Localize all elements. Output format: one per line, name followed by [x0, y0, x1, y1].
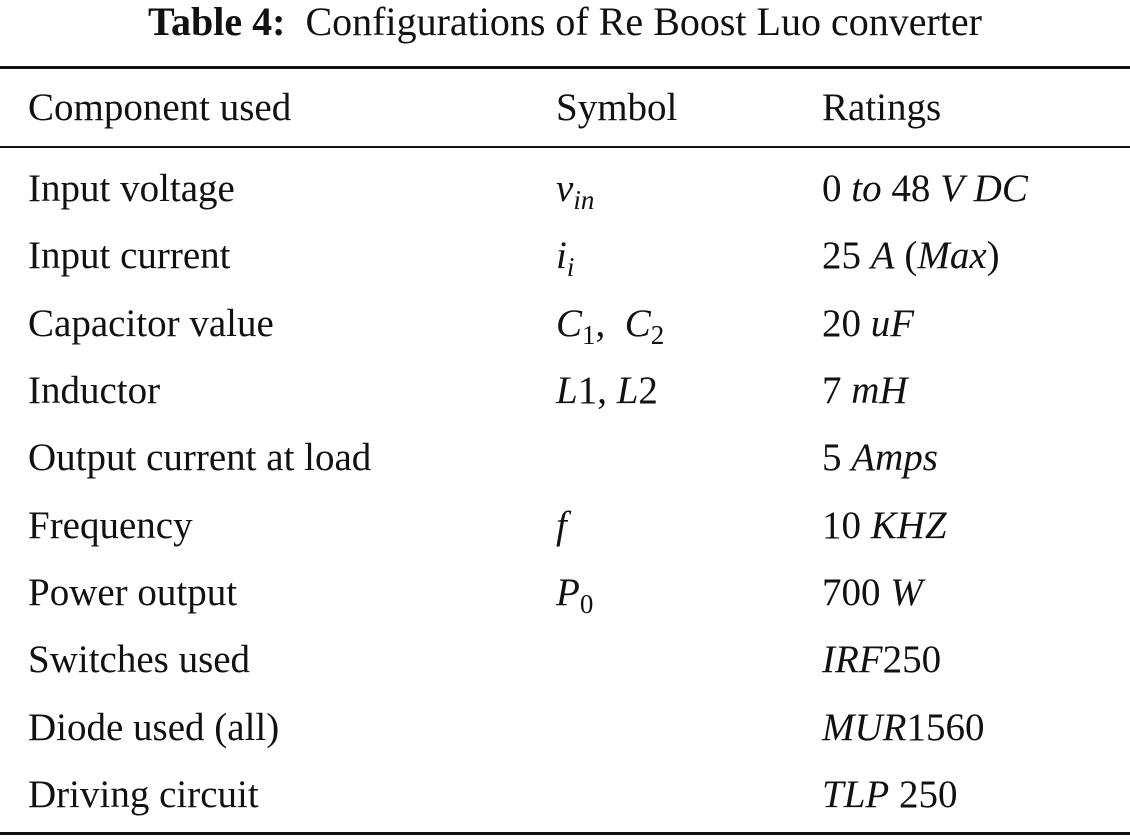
rating-paren: )	[986, 234, 1000, 277]
table-header-row: Component used Symbol Ratings	[0, 88, 1130, 152]
rating-part: TLP	[822, 773, 890, 816]
header-symbol: Symbol	[556, 86, 678, 129]
symbol-base: L	[556, 369, 578, 412]
rating-part: IRF	[822, 638, 883, 681]
component-cell: Input current	[28, 234, 231, 277]
rating-unit: uF	[870, 302, 915, 345]
rating-number: 250	[898, 773, 958, 816]
symbol-cell: vin	[556, 167, 594, 214]
symbol-base: v	[556, 167, 574, 210]
rating-number: 250	[882, 638, 942, 681]
table-row: Diode used (all) MUR1560	[0, 708, 1130, 772]
table-row: Driving circuit TLP 250	[0, 775, 1130, 839]
rating-unit: A	[870, 234, 895, 277]
rating-number: 48	[891, 167, 931, 210]
rating-number: 0	[822, 167, 842, 210]
table-caption-label: Table 4:	[148, 0, 286, 44]
table-row: Frequency f 10 KHZ	[0, 506, 1130, 570]
rating-number: 25	[822, 234, 861, 277]
symbol-base: i	[556, 234, 567, 277]
symbol-base: C	[624, 302, 651, 345]
table-row: Input voltage vin 0 to 48 V DC	[0, 169, 1130, 233]
header-rule	[0, 146, 1130, 148]
rating-unit: Amps	[851, 436, 938, 479]
symbol-base: P	[556, 571, 580, 614]
rating-cell: TLP 250	[822, 775, 957, 814]
symbol-subscript: in	[573, 185, 595, 215]
component-cell: Output current at load	[28, 436, 372, 479]
component-cell: Driving circuit	[28, 773, 259, 816]
symbol-cell: C1, C2	[556, 302, 664, 349]
table-row: Capacitor value C1, C2 20 uF	[0, 304, 1130, 368]
rating-cell: 0 to 48 V DC	[822, 169, 1028, 208]
symbol-subscript: 2	[650, 320, 665, 350]
table-row: Output current at load 5 Amps	[0, 438, 1130, 502]
component-cell: Inductor	[28, 369, 161, 412]
rating-number: 1560	[906, 706, 985, 749]
symbol-subscript: 0	[579, 589, 594, 619]
symbol-cell: f	[556, 506, 567, 545]
rating-cell: 700 W	[822, 573, 923, 612]
rating-cell: 20 uF	[822, 304, 914, 343]
rating-unit: W	[890, 571, 923, 614]
symbol-base: L	[616, 369, 639, 412]
symbol-base: f	[556, 504, 567, 547]
symbol-separator: ,	[595, 302, 606, 345]
symbol-subscript: i	[566, 252, 575, 282]
rating-number: 5	[822, 436, 842, 479]
rating-cell: IRF250	[822, 640, 941, 679]
header-component: Component used	[28, 86, 292, 129]
rating-cell: 10 KHZ	[822, 506, 947, 545]
symbol-cell: L1, L2	[556, 371, 658, 410]
symbol-subscript: 1	[582, 320, 596, 350]
rating-unit: mH	[851, 369, 908, 412]
rating-cell: 25 A (Max)	[822, 236, 1000, 275]
symbol-cell: ii	[556, 234, 574, 281]
component-cell: Power output	[28, 571, 238, 614]
component-cell: Capacitor value	[28, 302, 274, 345]
symbol-base: C	[556, 302, 583, 345]
bottom-rule	[0, 832, 1130, 835]
rating-part: MUR	[822, 706, 907, 749]
rating-unit: KHZ	[870, 504, 947, 547]
rating-number: 700	[822, 571, 881, 614]
rating-paren: (	[904, 234, 918, 277]
symbol-separator: ,	[597, 369, 617, 412]
table-row: Switches used IRF250	[0, 640, 1130, 704]
table-caption-text: Configurations of Re Boost Luo converter	[305, 0, 982, 44]
header-ratings: Ratings	[822, 86, 942, 129]
rating-word: to	[851, 167, 882, 210]
rating-number: 10	[822, 504, 861, 547]
table-row: Inductor L1, L2 7 mH	[0, 371, 1130, 435]
component-cell: Diode used (all)	[28, 706, 280, 749]
rating-number: 7	[822, 369, 842, 412]
rating-cell: MUR1560	[822, 708, 984, 747]
table-row: Power output P0 700 W	[0, 573, 1130, 637]
rating-note: Max	[917, 234, 987, 277]
rating-unit: DC	[973, 167, 1028, 210]
symbol-number: 1	[577, 369, 598, 412]
rating-number: 20	[822, 302, 861, 345]
symbol-cell: P0	[556, 571, 593, 618]
rating-cell: 5 Amps	[822, 438, 938, 477]
rating-unit: V	[940, 167, 964, 210]
symbol-number: 2	[638, 369, 658, 412]
component-cell: Switches used	[28, 638, 251, 681]
rating-cell: 7 mH	[822, 371, 908, 410]
table-caption: Table 4: Configurations of Re Boost Luo …	[0, 0, 1130, 44]
component-cell: Frequency	[28, 504, 193, 547]
table-row: Input current ii 25 A (Max)	[0, 236, 1130, 300]
top-rule	[0, 66, 1130, 69]
component-cell: Input voltage	[28, 167, 235, 210]
